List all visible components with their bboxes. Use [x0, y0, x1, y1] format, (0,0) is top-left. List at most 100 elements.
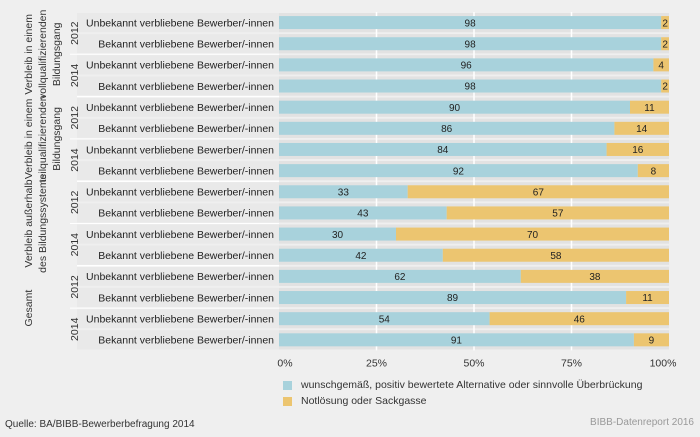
bar-negative — [653, 58, 669, 72]
data-label-positive: 91 — [451, 336, 463, 347]
category-label: Bekannt verbliebene Bewerber/-innen — [98, 335, 274, 347]
bar-negative — [442, 248, 669, 262]
data-label-negative: 70 — [527, 230, 539, 241]
data-label-negative: 8 — [651, 166, 657, 177]
bar-negative — [661, 79, 669, 93]
bar-negative — [446, 206, 669, 220]
category-label: Unbekannt verbliebene Bewerber/-innen — [86, 144, 274, 156]
data-label-negative: 11 — [642, 293, 653, 304]
group-label: vollqualifizierenden — [37, 9, 49, 98]
group-label: Verbleib in einem — [23, 98, 35, 179]
legend: wunschgemäß, positiv bewertete Alternati… — [283, 377, 642, 409]
bar-positive — [279, 227, 396, 241]
bar-positive — [279, 16, 662, 30]
x-tick-label: 100% — [650, 357, 677, 369]
data-label-positive: 96 — [461, 61, 473, 72]
bar-positive — [279, 248, 443, 262]
bar-positive — [279, 312, 490, 326]
bar-positive — [279, 79, 662, 93]
bar-positive — [279, 100, 630, 114]
data-label-negative: 57 — [552, 209, 564, 220]
source-note: Quelle: BA/BIBB-Bewerberbefragung 2014 — [5, 419, 195, 430]
year-label: 2012 — [69, 275, 81, 299]
bar-positive — [279, 121, 615, 135]
group-label: Bildungsgang — [51, 22, 63, 86]
year-label: 2012 — [69, 106, 81, 130]
year-label: 2012 — [69, 191, 81, 215]
category-label: Unbekannt verbliebene Bewerber/-innen — [86, 271, 274, 283]
legend-item-negative: Notlösung oder Sackgasse — [283, 393, 642, 409]
legend-swatch-negative — [283, 396, 292, 406]
data-label-negative: 2 — [662, 18, 668, 29]
legend-item-positive: wunschgemäß, positiv bewertete Alternati… — [283, 377, 642, 393]
x-tick-label: 0% — [277, 357, 292, 369]
data-label-positive: 43 — [357, 209, 369, 220]
data-label-positive: 92 — [453, 166, 465, 177]
category-label: Bekannt verbliebene Bewerber/-innen — [98, 165, 274, 177]
data-label-positive: 33 — [338, 187, 350, 198]
group-label: Verbleib außerhalb — [23, 179, 35, 267]
data-label-positive: 84 — [437, 145, 449, 156]
data-label-negative: 9 — [649, 336, 655, 347]
category-label: Unbekannt verbliebene Bewerber/-innen — [86, 229, 274, 241]
bar-positive — [279, 185, 408, 199]
bar-negative — [630, 100, 669, 114]
category-label: Bekannt verbliebene Bewerber/-innen — [98, 123, 274, 135]
group-label: Verbleib in einem — [23, 14, 35, 95]
data-label-negative: 2 — [662, 39, 668, 50]
data-label-negative: 16 — [632, 145, 644, 156]
data-label-positive: 42 — [355, 251, 367, 262]
category-label: Bekannt verbliebene Bewerber/-innen — [98, 292, 274, 304]
bar-negative — [661, 16, 669, 30]
year-label: 2014 — [69, 64, 81, 88]
category-label: Bekannt verbliebene Bewerber/-innen — [98, 39, 274, 51]
category-label: Unbekannt verbliebene Bewerber/-innen — [86, 313, 274, 325]
bar-negative — [520, 269, 669, 283]
bar-negative — [614, 121, 669, 135]
category-label: Unbekannt verbliebene Bewerber/-innen — [86, 17, 274, 29]
x-tick-label: 50% — [463, 357, 484, 369]
data-label-positive: 89 — [447, 293, 459, 304]
bar-negative — [489, 312, 669, 326]
data-label-positive: 98 — [465, 18, 477, 29]
data-label-negative: 46 — [574, 314, 586, 325]
bar-positive — [279, 333, 634, 347]
bar-negative — [633, 333, 669, 347]
bar-negative — [661, 37, 669, 51]
category-label: Bekannt verbliebene Bewerber/-innen — [98, 208, 274, 220]
category-label: Bekannt verbliebene Bewerber/-innen — [98, 81, 274, 93]
data-label-negative: 67 — [533, 187, 545, 198]
bar-positive — [279, 269, 521, 283]
data-label-positive: 62 — [394, 272, 406, 283]
bar-positive — [279, 37, 662, 51]
x-tick-label: 75% — [561, 357, 582, 369]
data-label-negative: 4 — [658, 61, 664, 72]
legend-label-positive: wunschgemäß, positiv bewertete Alternati… — [301, 379, 643, 391]
bar-positive — [279, 291, 627, 305]
year-label: 2014 — [69, 317, 81, 341]
data-label-positive: 90 — [449, 103, 461, 114]
group-label: teilqualifizierenden — [37, 95, 49, 182]
year-label: 2012 — [69, 21, 81, 45]
group-label: Gesamt — [23, 290, 35, 327]
legend-swatch-positive — [283, 380, 292, 390]
bar-negative — [407, 185, 669, 199]
category-label: Unbekannt verbliebene Bewerber/-innen — [86, 187, 274, 199]
data-label-negative: 11 — [644, 103, 655, 114]
data-label-negative: 2 — [662, 82, 668, 93]
bar-negative — [626, 291, 669, 305]
group-label: des Bildungssystems — [37, 174, 49, 273]
bar-positive — [279, 164, 638, 178]
category-label: Bekannt verbliebene Bewerber/-innen — [98, 250, 274, 262]
year-label: 2014 — [69, 148, 81, 172]
category-label: Unbekannt verbliebene Bewerber/-innen — [86, 102, 274, 114]
bar-negative — [606, 142, 669, 156]
x-tick-label: 25% — [366, 357, 387, 369]
data-label-positive: 98 — [465, 39, 477, 50]
data-label-positive: 98 — [465, 82, 477, 93]
bar-positive — [279, 206, 447, 220]
data-label-positive: 30 — [332, 230, 344, 241]
data-label-positive: 86 — [441, 124, 453, 135]
category-label: Unbekannt verbliebene Bewerber/-innen — [86, 60, 274, 72]
